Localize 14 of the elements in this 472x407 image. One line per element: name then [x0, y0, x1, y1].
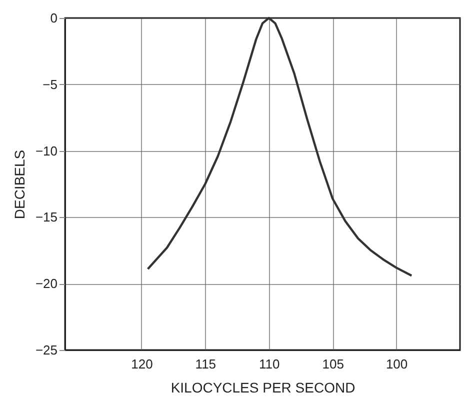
y-axis-title: DECIBELS: [11, 150, 28, 220]
y-tick-label: −10: [35, 143, 58, 158]
x-axis-title: KILOCYCLES PER SECOND: [170, 380, 356, 396]
x-tick-label: 110: [259, 356, 280, 372]
x-tick-label: 105: [322, 356, 344, 372]
x-tick-label: 120: [131, 356, 153, 372]
y-tick-label: 0: [50, 10, 58, 26]
line-series: [146, 16, 413, 277]
y-tick-label: −20: [35, 276, 58, 292]
y-tick-label: −5: [42, 76, 58, 92]
x-tick-label: 100: [386, 356, 408, 372]
y-tick-label: −15: [35, 210, 58, 225]
y-tick-label: −25: [35, 342, 58, 358]
x-tick-label: 115: [195, 356, 216, 372]
